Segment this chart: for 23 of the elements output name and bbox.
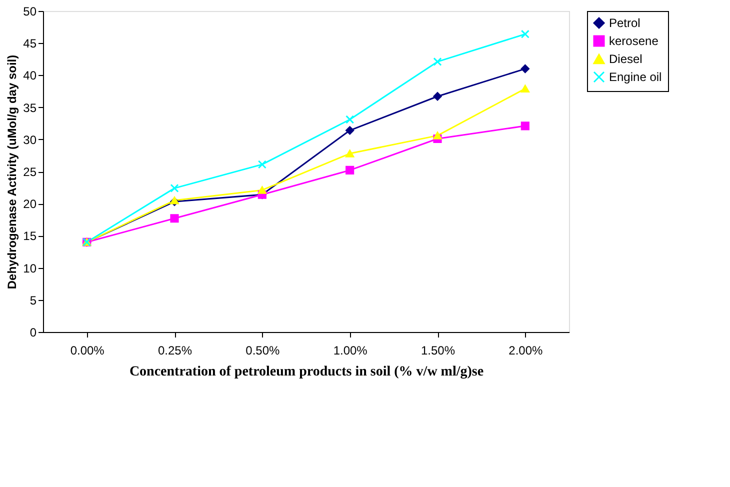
x-axis-title: Concentration of petroleum products in soil (% v/w ml/g)se [129, 364, 484, 380]
legend-label: Petrol [609, 16, 640, 30]
y-tick-label: 10 [23, 261, 37, 276]
legend-label: Engine oil [609, 70, 662, 84]
y-tick-label: 40 [23, 68, 37, 83]
x-tick-label: 0.25% [158, 344, 192, 358]
x-tick-label: 0.50% [246, 344, 280, 358]
x-tick-label: 1.50% [420, 344, 456, 358]
legend-label: Diesel [609, 52, 642, 66]
y-tick-label: 0 [30, 326, 37, 340]
y-tick-label: 50 [23, 4, 37, 18]
y-tick-label: 25 [23, 165, 37, 179]
x-tick-label: 1.00% [333, 344, 368, 358]
x-tick-label: 2.00% [508, 344, 544, 358]
y-tick-label: 45 [23, 36, 37, 51]
x-tick-label: 0.00% [70, 344, 105, 358]
legend-label: kerosene [609, 34, 659, 48]
y-tick-label: 35 [23, 100, 37, 115]
y-tick-label: 30 [23, 132, 37, 147]
y-tick-label: 20 [23, 197, 37, 212]
y-axis-title: Dehydrogenase Activity (uMol/g day soil) [5, 54, 20, 290]
y-tick-label: 15 [23, 229, 37, 244]
y-tick-label: 5 [30, 293, 37, 308]
